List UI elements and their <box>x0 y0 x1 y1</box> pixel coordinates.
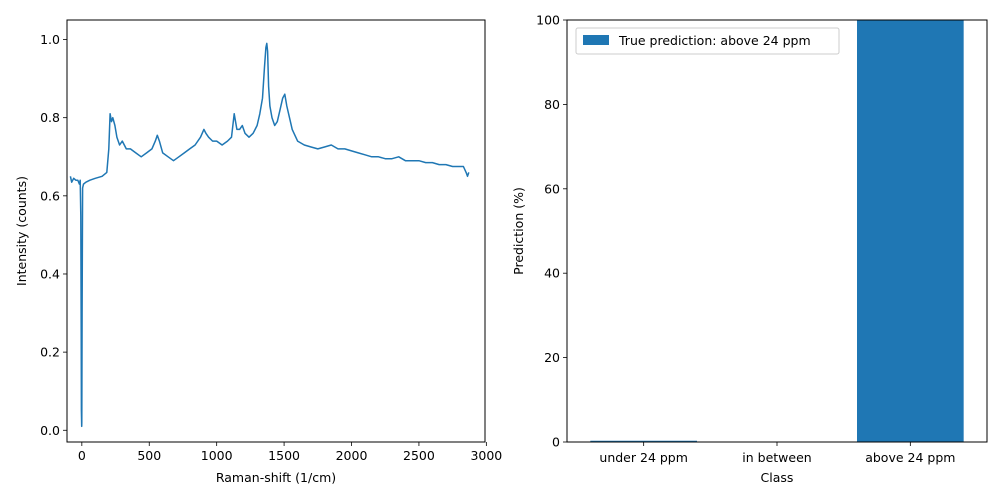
spectrum-chart: 0 500 1000 1500 2000 2500 3000 0.0 0.2 0.4 0.6 0.8… <box>14 19 502 485</box>
spectrum-y-tick-label: 0.2 <box>40 345 60 360</box>
prediction-y-axis-label: Prediction (%) <box>511 187 526 275</box>
spectrum-y-ticks: 0.0 0.2 0.4 0.6 0.8 1.0 <box>40 32 67 438</box>
spectrum-x-tick-label: 3000 <box>470 448 502 463</box>
spectrum-x-tick-label: 2500 <box>403 448 435 463</box>
spectrum-series-line <box>69 42 470 428</box>
spectrum-x-tick-label: 0 <box>78 448 86 463</box>
spectrum-y-tick-label: 1.0 <box>40 32 60 47</box>
prediction-legend: True prediction: above 24 ppm <box>575 27 840 55</box>
spectrum-x-tick-label: 2000 <box>336 448 368 463</box>
prediction-y-tick-label: 0 <box>552 435 560 450</box>
spectrum-plot-area <box>69 42 470 428</box>
spectrum-x-tick-label: 500 <box>137 448 161 463</box>
spectrum-x-tick-label: 1000 <box>201 448 233 463</box>
prediction-bar <box>857 20 964 442</box>
spectrum-x-tick-label: 1500 <box>268 448 300 463</box>
legend-swatch <box>583 35 609 45</box>
prediction-x-axis-label: Class <box>761 470 794 485</box>
prediction-y-tick-label: 20 <box>544 350 560 365</box>
prediction-x-tick-label: under 24 ppm <box>599 450 688 465</box>
prediction-x-tick-label: above 24 ppm <box>865 450 955 465</box>
prediction-y-tick-label: 60 <box>544 181 560 196</box>
prediction-y-tick-label: 40 <box>544 266 560 281</box>
spectrum-y-tick-label: 0.6 <box>40 188 60 203</box>
prediction-axes-frame <box>566 19 988 443</box>
prediction-y-tick-label: 100 <box>536 13 560 28</box>
prediction-y-ticks: 0 20 40 60 80 100 <box>536 13 567 450</box>
prediction-bar <box>590 440 697 442</box>
spectrum-axes-frame <box>66 19 486 443</box>
prediction-x-ticks: under 24 ppm in between above 24 ppm <box>599 442 955 465</box>
spectrum-y-axis-label: Intensity (counts) <box>14 176 29 286</box>
legend-box <box>575 27 840 55</box>
prediction-x-tick-label: in between <box>742 450 811 465</box>
spectrum-y-tick-label: 0.0 <box>40 423 60 438</box>
spectrum-x-ticks: 0 500 1000 1500 2000 2500 3000 <box>78 442 502 463</box>
spectrum-y-tick-label: 0.8 <box>40 110 60 125</box>
spectrum-x-axis-label: Raman-shift (1/cm) <box>216 470 336 485</box>
prediction-y-tick-label: 80 <box>544 97 560 112</box>
legend-entry-label: True prediction: above 24 ppm <box>618 33 811 48</box>
prediction-chart: under 24 ppm in between above 24 ppm 0 20 40… <box>511 13 988 485</box>
spectrum-y-tick-label: 0.4 <box>40 266 60 281</box>
prediction-plot-area <box>590 20 964 442</box>
